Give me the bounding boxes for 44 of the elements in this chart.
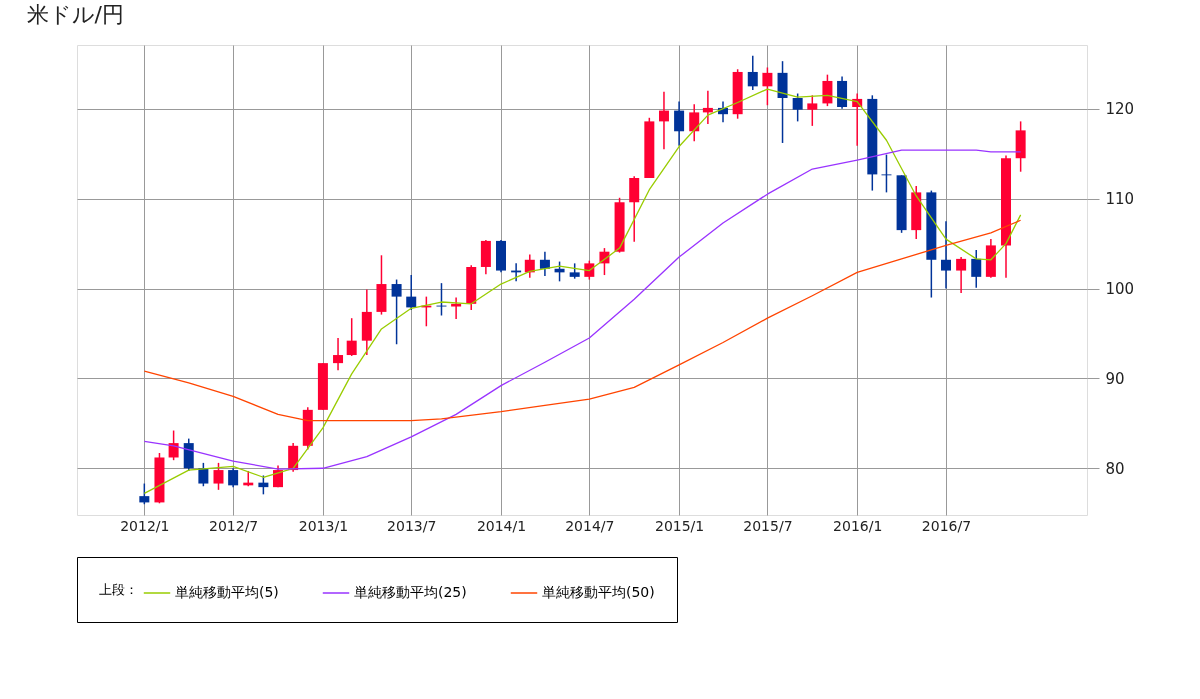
legend-label: 単純移動平均(5) — [175, 584, 279, 600]
candlestick — [213, 462, 224, 491]
candlestick — [406, 274, 417, 311]
candlestick — [792, 92, 803, 123]
x-tick-label: 2012/1 — [120, 517, 170, 534]
candlestick — [139, 482, 150, 505]
candlestick — [658, 90, 669, 150]
candlestick — [228, 467, 239, 488]
candlestick — [956, 256, 967, 294]
x-tick-label: 2014/1 — [476, 517, 527, 534]
candlestick — [762, 66, 773, 106]
legend-label: 単純移動平均(25) — [354, 584, 467, 600]
y-tick-label: 90 — [1105, 369, 1125, 388]
x-tick-label: 2015/7 — [743, 517, 793, 534]
line-series — [143, 219, 1022, 422]
candlestick — [807, 94, 818, 127]
x-tick-label: 2014/7 — [565, 517, 615, 534]
x-tick-label: 2012/7 — [209, 517, 259, 534]
candlestick — [881, 153, 892, 194]
chart-title: 米ドル/円 — [26, 2, 124, 27]
y-tick-label: 100 — [1105, 280, 1135, 299]
candlestick — [971, 249, 982, 289]
candlestick — [674, 100, 685, 147]
y-tick-label: 80 — [1105, 459, 1125, 478]
y-tick-label: 120 — [1105, 100, 1135, 119]
candlestick — [689, 103, 700, 142]
candlestick — [822, 73, 833, 107]
x-tick-label: 2013/7 — [387, 517, 437, 534]
x-tick-label: 2016/1 — [833, 517, 883, 534]
candlestick — [391, 278, 402, 345]
candlestick — [451, 296, 462, 320]
candlestick — [747, 55, 758, 91]
candlestick — [940, 220, 951, 290]
x-tick-label: 2016/7 — [921, 517, 972, 534]
candlestick — [436, 282, 447, 317]
candlestick — [346, 317, 357, 357]
candlestick — [584, 259, 595, 281]
legend-title: 上段： — [99, 582, 138, 597]
y-tick-label: 110 — [1105, 190, 1135, 209]
candlestick — [333, 337, 344, 372]
x-tick-label: 2013/1 — [298, 517, 349, 534]
candlestick — [198, 462, 209, 487]
x-tick-label: 2015/1 — [654, 517, 705, 534]
legend-label: 単純移動平均(50) — [542, 584, 655, 600]
